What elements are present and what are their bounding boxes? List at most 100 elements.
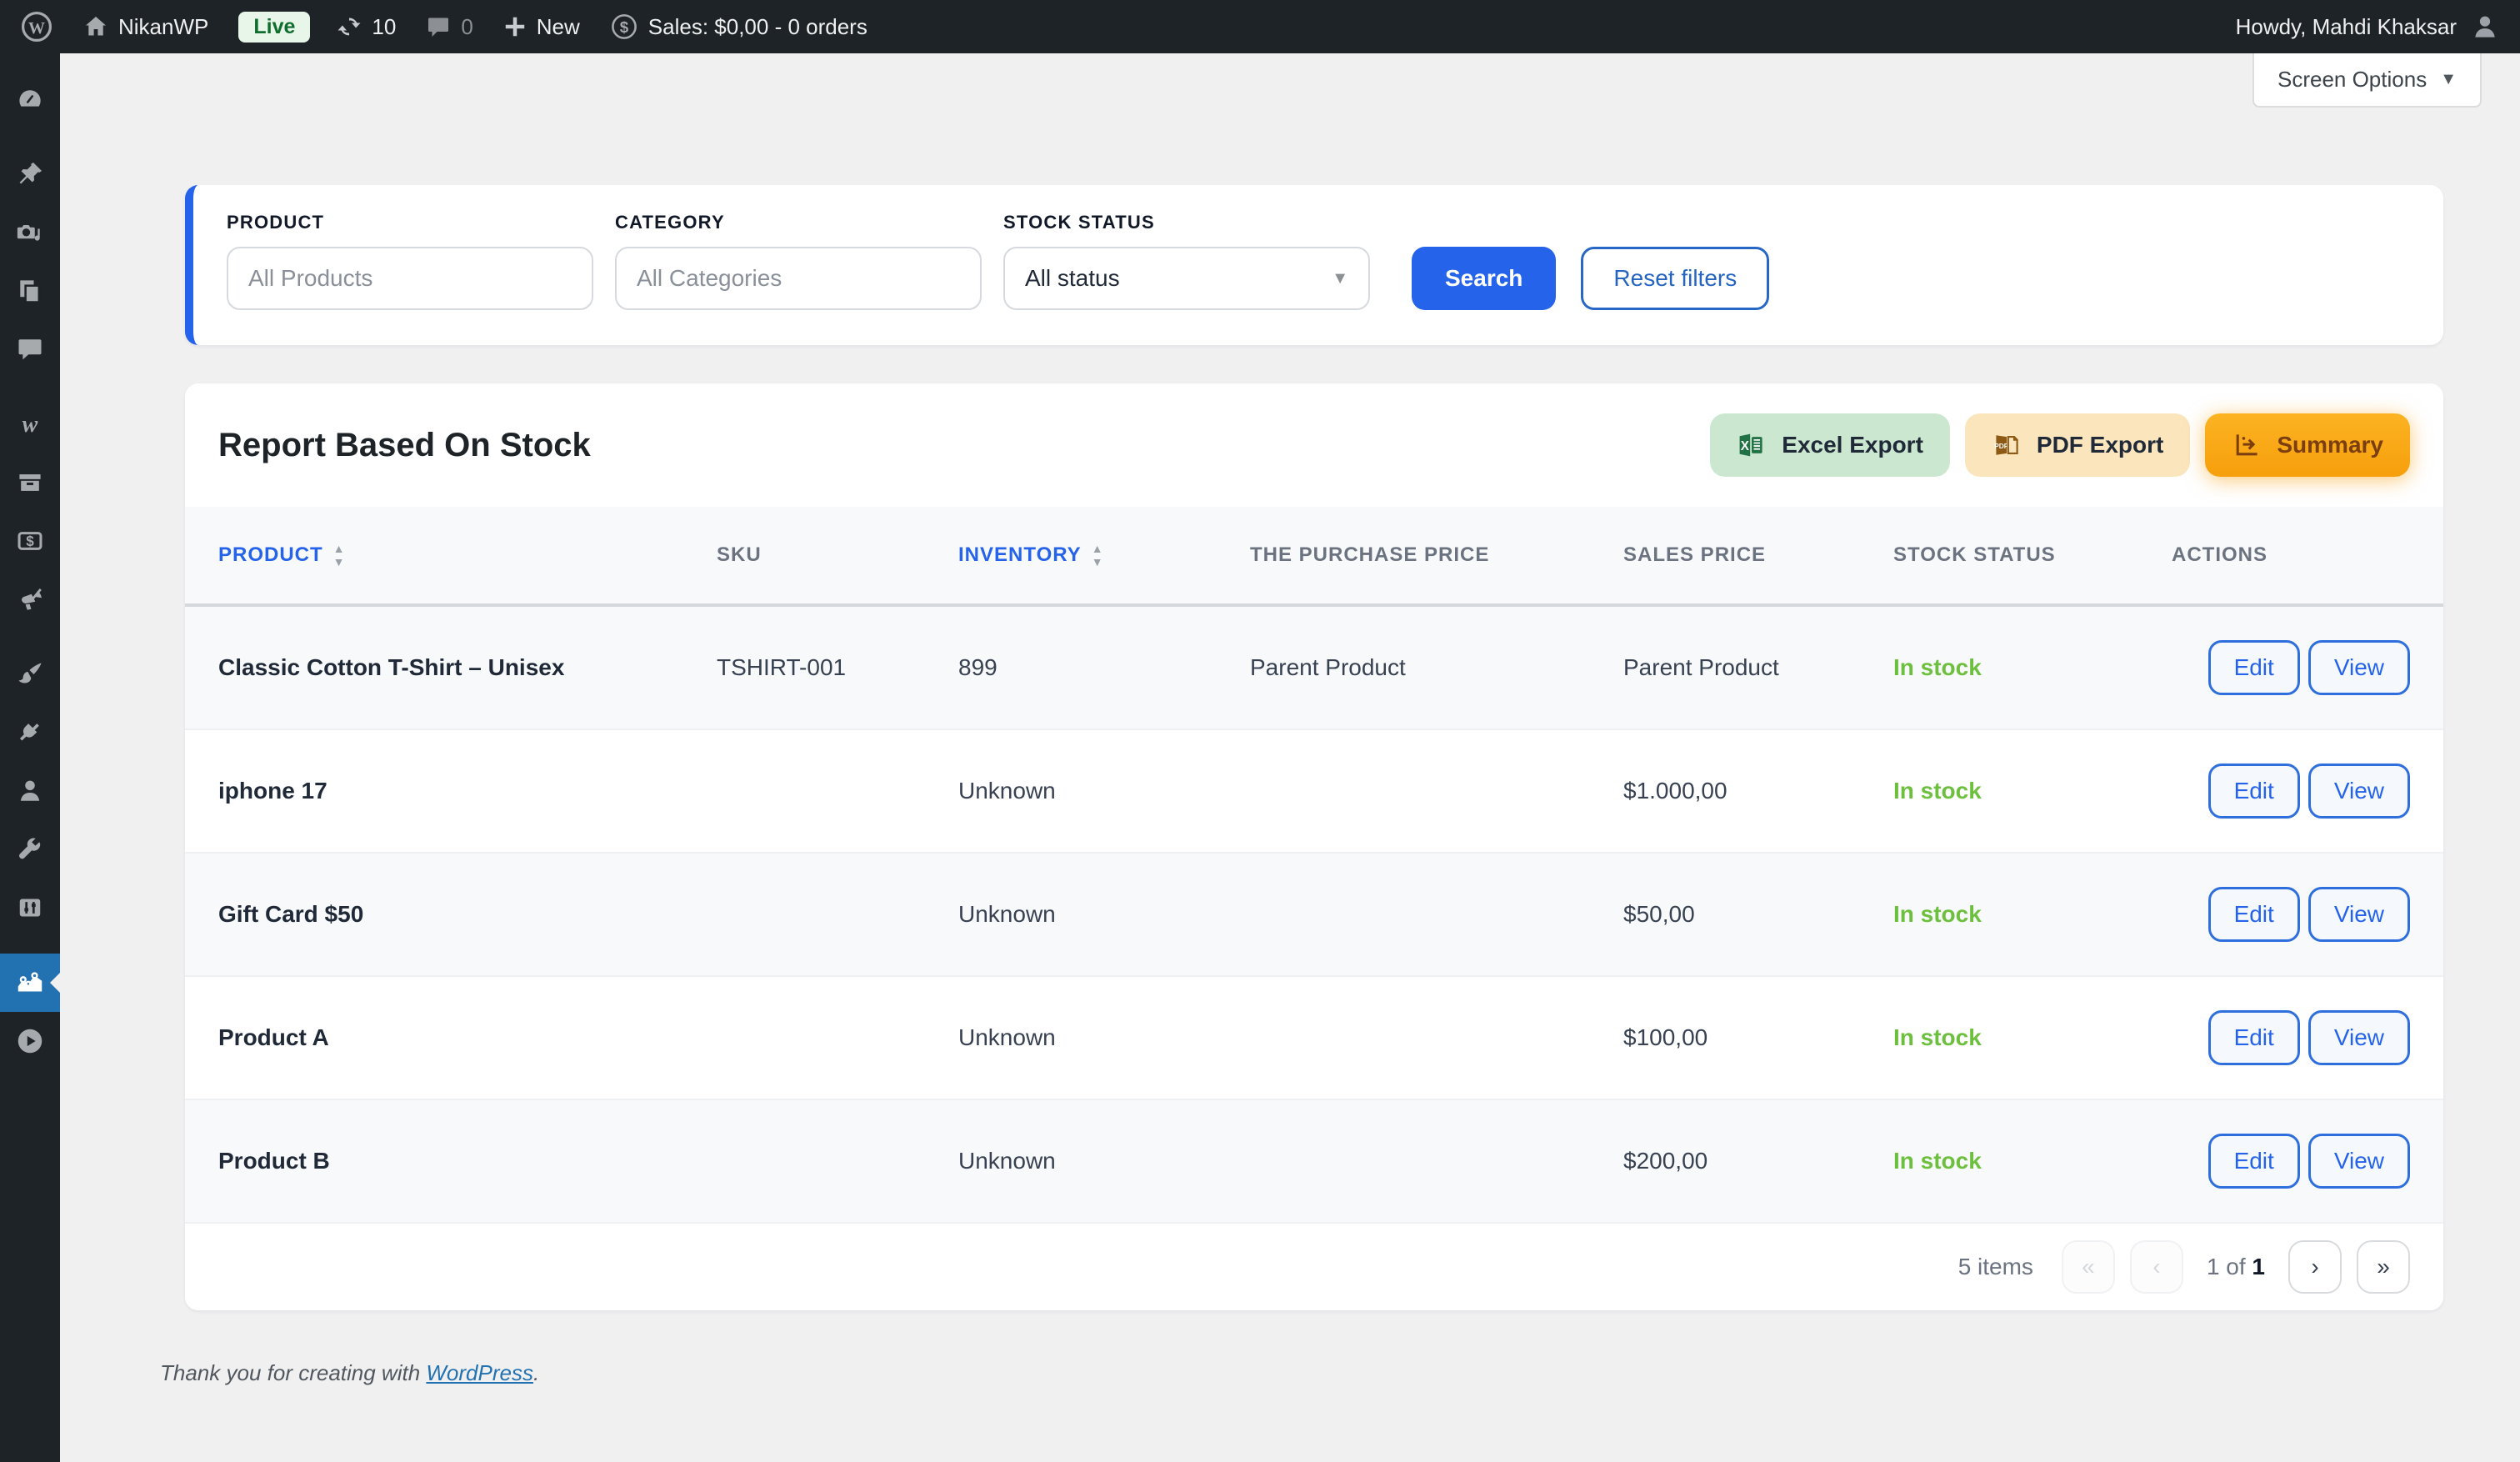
sidebar-item-appearance[interactable] <box>0 645 60 703</box>
sort-arrows-icon: ▲▼ <box>333 543 346 568</box>
prev-page-button[interactable]: ‹ <box>2130 1240 2183 1294</box>
sidebar-item-video[interactable] <box>0 1012 60 1070</box>
updates-icon <box>337 14 362 39</box>
cell-actions: EditView <box>2172 640 2410 695</box>
table-row: Product BUnknown$200,00In stockEditView <box>185 1100 2443 1224</box>
cell-inventory: Unknown <box>958 1024 1250 1051</box>
cell-stock: In stock <box>1893 1024 2172 1051</box>
cell-sales-price: $50,00 <box>1623 901 1893 928</box>
view-button[interactable]: View <box>2308 1010 2410 1065</box>
live-badge: Live <box>238 12 310 43</box>
sidebar-item-stock-report[interactable] <box>0 954 60 1012</box>
sidebar-item-users[interactable] <box>0 762 60 820</box>
sales-menu[interactable]: $ Sales: $0,00 - 0 orders <box>610 13 868 41</box>
svg-text:X: X <box>1741 439 1750 453</box>
account-menu[interactable]: Howdy, Mahdi Khaksar <box>2236 12 2500 42</box>
svg-text:$: $ <box>620 18 629 36</box>
sidebar-item-comments[interactable] <box>0 320 60 378</box>
sidebar-item-marketing[interactable] <box>0 570 60 628</box>
stock-status-filter-label: STOCK STATUS <box>1003 212 1370 233</box>
stock-status-select[interactable]: All status ▼ <box>1003 247 1370 310</box>
column-header-product[interactable]: Product▲▼ <box>218 543 717 568</box>
product-filter-field: PRODUCT <box>227 212 593 310</box>
first-page-button[interactable]: « <box>2062 1240 2115 1294</box>
summary-label: Summary <box>2277 432 2383 458</box>
cell-product: iphone 17 <box>218 778 717 804</box>
comments-icon <box>15 334 45 364</box>
main-content: PRODUCT CATEGORY STOCK STATUS All status… <box>60 53 2520 1462</box>
reset-filters-button[interactable]: Reset filters <box>1581 247 1769 310</box>
edit-button[interactable]: Edit <box>2208 887 2300 942</box>
sidebar-item-tools[interactable] <box>0 820 60 879</box>
wordpress-link[interactable]: WordPress <box>426 1360 533 1385</box>
site-menu[interactable]: NikanWP <box>83 14 208 40</box>
cell-sales-price: $200,00 <box>1623 1148 1893 1174</box>
edit-button[interactable]: Edit <box>2208 1134 2300 1189</box>
sidebar-item-media[interactable] <box>0 203 60 262</box>
screen-options-tab[interactable]: Screen Options ▼ <box>2252 53 2482 108</box>
sidebar-item-posts[interactable] <box>0 145 60 203</box>
category-filter-input[interactable] <box>615 247 982 310</box>
sidebar-item-options[interactable] <box>0 879 60 937</box>
user-icon <box>15 776 45 806</box>
summary-button[interactable]: Summary <box>2205 413 2410 477</box>
cell-sales-price: $100,00 <box>1623 1024 1893 1051</box>
cell-sales-price: Parent Product <box>1623 654 1893 681</box>
search-button[interactable]: Search <box>1412 247 1556 310</box>
pdf-export-button[interactable]: PDF PDF Export <box>1965 413 2190 477</box>
video-play-icon <box>14 1025 46 1057</box>
stock-status-filter-field: STOCK STATUS All status ▼ <box>1003 212 1370 310</box>
edit-button[interactable]: Edit <box>2208 764 2300 819</box>
pdf-icon: PDF <box>1992 430 2022 460</box>
cell-actions: EditView <box>2172 764 2410 819</box>
export-buttons: X Excel Export PDF PDF Export Summary <box>1710 413 2410 477</box>
page-title: Report Based On Stock <box>218 427 591 464</box>
comments-count: 0 <box>461 14 472 40</box>
woocommerce-icon: w <box>13 408 47 441</box>
column-header-inventory[interactable]: Inventory▲▼ <box>958 543 1250 568</box>
pdf-export-label: PDF Export <box>2037 432 2163 458</box>
wrench-icon <box>15 834 45 864</box>
wordpress-logo-icon[interactable]: W <box>20 10 53 43</box>
sidebar-item-payments[interactable]: $ <box>0 512 60 570</box>
product-filter-input[interactable] <box>227 247 593 310</box>
comments-menu[interactable]: 0 <box>426 14 472 40</box>
cell-product: Product A <box>218 1024 717 1051</box>
view-button[interactable]: View <box>2308 764 2410 819</box>
sidebar-item-products[interactable] <box>0 453 60 512</box>
last-page-button[interactable]: » <box>2357 1240 2410 1294</box>
items-count: 5 items <box>1958 1254 2033 1280</box>
updates-menu[interactable]: 10 <box>337 14 396 40</box>
view-button[interactable]: View <box>2308 1134 2410 1189</box>
payments-icon: $ <box>15 526 45 556</box>
sidebar-item-plugins[interactable] <box>0 703 60 762</box>
sidebar-item-dashboard[interactable] <box>0 70 60 128</box>
pin-icon <box>15 159 45 189</box>
pages-icon <box>15 276 45 306</box>
archive-box-icon <box>15 468 45 498</box>
megaphone-icon <box>15 584 45 614</box>
table-row: Classic Cotton T-Shirt – UnisexTSHIRT-00… <box>185 607 2443 730</box>
excel-export-button[interactable]: X Excel Export <box>1710 413 1950 477</box>
filters-panel: PRODUCT CATEGORY STOCK STATUS All status… <box>185 185 2443 345</box>
comment-icon <box>426 14 451 39</box>
cell-actions: EditView <box>2172 887 2410 942</box>
view-button[interactable]: View <box>2308 640 2410 695</box>
cell-inventory: Unknown <box>958 901 1250 928</box>
site-name: NikanWP <box>118 14 208 40</box>
excel-export-label: Excel Export <box>1782 432 1923 458</box>
sidebar-item-pages[interactable] <box>0 262 60 320</box>
edit-button[interactable]: Edit <box>2208 1010 2300 1065</box>
next-page-button[interactable]: › <box>2288 1240 2342 1294</box>
chevron-down-icon: ▼ <box>2440 70 2457 89</box>
view-button[interactable]: View <box>2308 887 2410 942</box>
screen-options-label: Screen Options <box>2278 67 2427 93</box>
sidebar-item-woocommerce[interactable]: w <box>0 395 60 453</box>
edit-button[interactable]: Edit <box>2208 640 2300 695</box>
new-menu[interactable]: New <box>503 14 580 40</box>
cell-actions: EditView <box>2172 1134 2410 1189</box>
category-filter-field: CATEGORY <box>615 212 982 310</box>
new-label: New <box>537 14 580 40</box>
sales-label: Sales: $0,00 - 0 orders <box>648 14 868 40</box>
admin-sidebar: w $ <box>0 53 60 1462</box>
